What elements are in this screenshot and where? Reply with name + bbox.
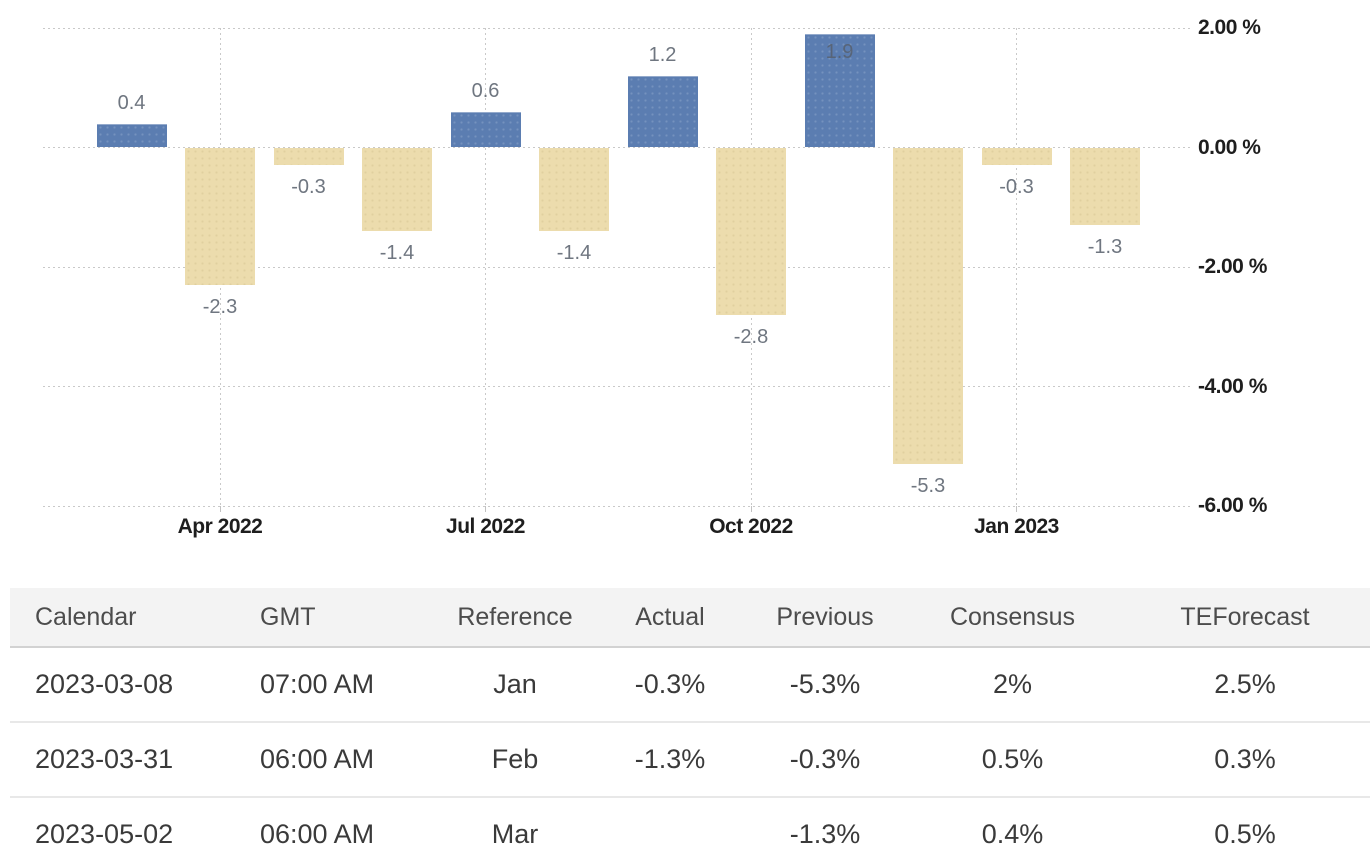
bar: [96, 123, 167, 148]
bar-value-label: -5.3: [910, 475, 946, 498]
calendar-table: Calendar GMT Reference Actual Previous Consen…: [10, 588, 1370, 866]
bar-value-label: -2.3: [202, 295, 238, 318]
bar: [362, 147, 432, 232]
calendar-table-header: Calendar GMT Reference Actual Previous Consen…: [10, 588, 1370, 648]
table-cell: -5.3%: [745, 647, 905, 723]
table-cell: -0.3%: [745, 722, 905, 798]
column-header-consensus: Consensus: [905, 588, 1120, 648]
grid-line-horizontal: [43, 27, 1190, 29]
bar-value-label: -1.4: [379, 242, 415, 265]
table-cell: 06:00 AM: [235, 722, 435, 798]
grid-line-vertical: [1016, 28, 1017, 506]
bar-value-label: -0.3: [291, 176, 326, 199]
table-cell: 0.3%: [1120, 722, 1370, 798]
bar: [273, 147, 344, 166]
y-axis-tick-label: 0.00 %: [1198, 135, 1261, 159]
bar-value-label: 0.6: [471, 79, 500, 102]
x-axis-tick: [485, 506, 486, 512]
bar: [1070, 147, 1140, 226]
table-row: 2023-05-02 06:00 AM Mar -1.3% 0.4% 0.5%: [10, 797, 1370, 866]
y-axis-tick-label: 2.00 %: [1198, 16, 1261, 39]
table-cell: Mar: [435, 797, 595, 866]
bar: [893, 147, 963, 465]
bar: [185, 147, 255, 285]
column-header-teforecast: TEForecast: [1120, 588, 1370, 648]
x-axis-tick: [1016, 506, 1017, 512]
x-axis-tick-label: Jan 2023: [974, 515, 1059, 538]
grid-line-horizontal: [43, 147, 1190, 148]
grid-line-horizontal: [43, 505, 1190, 507]
table-row: 2023-03-31 06:00 AM Feb -1.3% -0.3% 0.5% 0.3%: [10, 722, 1370, 798]
bar: [981, 147, 1052, 166]
bar-value-label: 1.2: [648, 43, 677, 66]
x-axis-tick-label: Oct 2022: [709, 515, 793, 538]
table-cell: -0.3%: [595, 647, 745, 723]
bar-value-label: -0.3: [999, 176, 1034, 199]
bar-value-label: -1.4: [556, 242, 592, 265]
table-cell: 0.4%: [905, 797, 1120, 866]
bar-value-label: 0.4: [117, 91, 146, 114]
x-axis-tick-label: Jul 2022: [446, 515, 525, 538]
y-axis-tick-label: -2.00 %: [1198, 255, 1267, 278]
column-header-previous: Previous: [745, 588, 905, 648]
grid-line-horizontal: [43, 386, 1190, 387]
table-cell: 0.5%: [1120, 797, 1370, 866]
column-header-reference: Reference: [435, 588, 595, 648]
table-cell: -1.3%: [745, 797, 905, 866]
table-cell: 2%: [905, 647, 1120, 723]
table-cell: Feb: [435, 722, 595, 798]
bar-value-label: -2.8: [733, 325, 769, 348]
bar: [539, 147, 609, 232]
table-cell: -1.3%: [595, 722, 745, 798]
bar-value-label: 1.9: [825, 40, 854, 63]
table-cell: 2023-03-08: [10, 647, 235, 723]
table-cell: 2.5%: [1120, 647, 1370, 723]
table-cell: 2023-03-31: [10, 722, 235, 798]
x-axis-tick: [219, 506, 221, 512]
table-row: 2023-03-08 07:00 AM Jan -0.3% -5.3% 2% 2.5%: [10, 647, 1370, 723]
header-row: Calendar GMT Reference Actual Previous Consen…: [10, 588, 1370, 648]
table-cell: 07:00 AM: [235, 647, 435, 723]
bar: [627, 75, 698, 148]
x-axis-tick: [750, 506, 752, 512]
bar-chart: 2.00 % 0.00 % -2.00 % -4.00 % -6.00 % Apr 202…: [43, 16, 1267, 538]
y-axis-tick-label: -4.00 %: [1198, 374, 1267, 398]
calendar-table-body: 2023-03-08 07:00 AM Jan -0.3% -5.3% 2% 2.5% 202…: [10, 647, 1370, 866]
column-header-gmt: GMT: [235, 588, 435, 648]
table-cell: [595, 797, 745, 866]
column-header-calendar: Calendar: [10, 588, 235, 648]
table-cell: 0.5%: [905, 722, 1120, 798]
x-axis-tick-label: Apr 2022: [177, 515, 263, 538]
bar: [804, 33, 875, 148]
column-header-actual: Actual: [595, 588, 745, 648]
calendar-table-wrap: Calendar GMT Reference Actual Previous Consen…: [10, 588, 1370, 866]
bar: [450, 111, 521, 148]
table-cell: 2023-05-02: [10, 797, 235, 866]
table-cell: 06:00 AM: [235, 797, 435, 866]
bar: [716, 147, 786, 315]
bar-value-label: -1.3: [1087, 236, 1123, 259]
grid-line-vertical: [485, 28, 486, 506]
table-cell: Jan: [435, 647, 595, 723]
grid-line-horizontal: [43, 266, 1190, 268]
y-axis-tick-label: -6.00 %: [1198, 494, 1267, 517]
